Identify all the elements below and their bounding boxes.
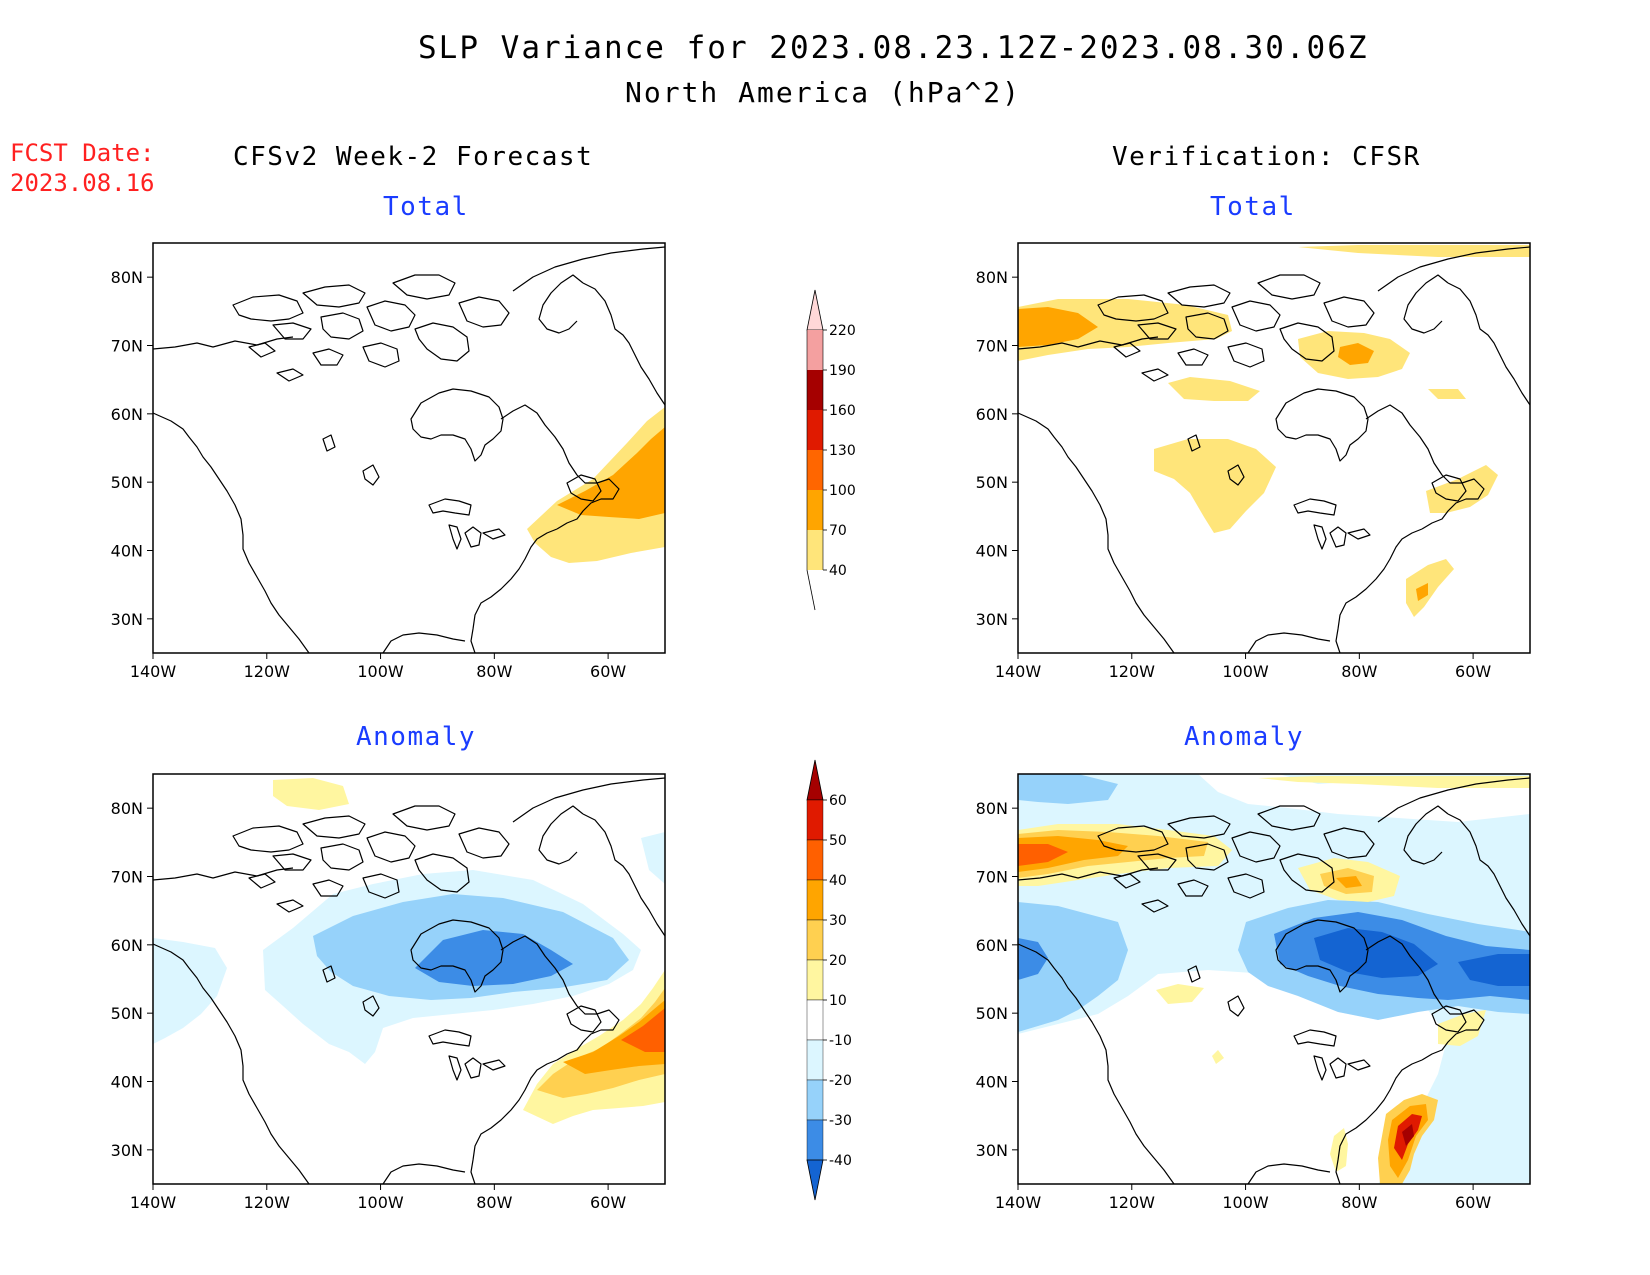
lat-tick-label: 50N <box>976 473 1008 492</box>
lat-tick-label: 60N <box>976 936 1008 955</box>
lon-tick-label: 60W <box>590 1193 626 1212</box>
colorbar-level-label: 40 <box>829 873 847 889</box>
colorbar-level-label: 70 <box>829 523 847 539</box>
lat-tick-label: 70N <box>976 337 1008 356</box>
forecast-column-heading: CFSv2 Week-2 Forecast <box>233 142 594 172</box>
colorbar-level-label: 60 <box>829 793 847 809</box>
colorbar-level-label: 220 <box>829 323 856 339</box>
colorbar-level-label: 50 <box>829 833 847 849</box>
colorbar-level-label: 30 <box>829 913 847 929</box>
lon-tick-label: 80W <box>1341 1193 1377 1212</box>
lat-tick-label: 30N <box>111 610 143 629</box>
forecast-anomaly-label: Anomaly <box>356 722 477 752</box>
colorbar-swatch <box>807 530 823 570</box>
total-colorbar: 40 70 100 130 160 190 220 <box>806 289 856 611</box>
colorbar-level-label: 190 <box>829 363 856 379</box>
verification-anomaly-label: Anomaly <box>1184 722 1305 752</box>
axes-layer: 140W 120W 100W 80W 60W 80N 70N 60N 50N 40N 30N 140W… <box>111 268 1492 1212</box>
lat-tick-label: 30N <box>976 610 1008 629</box>
colorbar-swatch <box>807 450 823 490</box>
colorbar-level-label: 10 <box>829 993 847 1009</box>
colorbar-swatch <box>806 879 824 921</box>
lat-tick-label: 80N <box>976 268 1008 287</box>
lon-tick-label: 80W <box>476 662 512 681</box>
lon-tick-label: 100W <box>1222 1193 1269 1212</box>
colorbar-top-triangle <box>806 759 824 801</box>
lat-tick-label: 70N <box>976 868 1008 887</box>
lat-tick-label: 70N <box>111 337 143 356</box>
verification-column-heading: Verification: CFSR <box>1112 142 1421 172</box>
colorbar-swatch <box>806 839 824 881</box>
colorbar-swatch <box>806 1039 824 1081</box>
lat-tick-label: 60N <box>976 405 1008 424</box>
lat-tick-label: 40N <box>976 1073 1008 1092</box>
lat-tick-label: 80N <box>976 799 1008 818</box>
lat-tick-label: 60N <box>111 405 143 424</box>
lat-tick-label: 60N <box>111 936 143 955</box>
colorbar-level-label: 160 <box>829 403 856 419</box>
colorbar-level-label: 20 <box>829 953 847 969</box>
lat-tick-label: 50N <box>111 1004 143 1023</box>
forecast-total-map <box>152 242 666 654</box>
lat-tick-label: 40N <box>976 542 1008 561</box>
lon-tick-label: 120W <box>1109 1193 1156 1212</box>
colorbar-level-label: -10 <box>829 1033 852 1049</box>
lon-tick-label: 100W <box>357 1193 404 1212</box>
colorbar-swatch <box>806 919 824 961</box>
lat-tick-label: 50N <box>111 473 143 492</box>
lat-tick-label: 70N <box>111 868 143 887</box>
colorbar-swatch <box>807 410 823 450</box>
colorbar-level-label: 130 <box>829 443 856 459</box>
colorbar-bottom-tail <box>806 569 816 611</box>
lon-tick-label: 120W <box>244 1193 291 1212</box>
forecast-total-label: Total <box>383 192 469 222</box>
verification-total-map <box>1017 242 1531 654</box>
lon-tick-label: 80W <box>476 1193 512 1212</box>
colorbar-swatch <box>807 490 823 530</box>
colorbar-bottom-triangle <box>806 1159 824 1201</box>
chart-subtitle: North America (hPa^2) <box>625 76 1022 109</box>
lon-tick-label: 80W <box>1341 662 1377 681</box>
chart-title: SLP Variance for 2023.08.23.12Z-2023.08.… <box>418 30 1369 66</box>
lat-tick-label: 40N <box>111 542 143 561</box>
lat-tick-label: 30N <box>976 1141 1008 1160</box>
lon-tick-label: 100W <box>1222 662 1269 681</box>
verification-total-label: Total <box>1210 192 1296 222</box>
colorbar-swatch <box>807 330 823 370</box>
lat-tick-label: 80N <box>111 268 143 287</box>
fcst-date-label: FCST Date: <box>10 139 155 167</box>
lon-tick-label: 60W <box>590 662 626 681</box>
colorbar-swatch <box>806 799 824 841</box>
lon-tick-label: 140W <box>130 662 177 681</box>
lon-tick-label: 140W <box>130 1193 177 1212</box>
lon-tick-label: 100W <box>357 662 404 681</box>
colorbar-swatch <box>807 370 823 410</box>
colorbar-level-label: -30 <box>829 1113 852 1129</box>
lon-tick-label: 120W <box>1109 662 1156 681</box>
lon-tick-label: 60W <box>1455 1193 1491 1212</box>
lat-tick-label: 50N <box>976 1004 1008 1023</box>
colorbar-top-triangle <box>806 289 824 331</box>
colorbar-swatch <box>806 1079 824 1121</box>
forecast-anomaly-map <box>152 773 666 1185</box>
lon-tick-label: 140W <box>995 1193 1042 1212</box>
fcst-date-value: 2023.08.16 <box>10 169 155 197</box>
anomaly-colorbar: -40 -30 -20 -10 10 20 30 40 50 60 <box>806 759 852 1201</box>
colorbar-swatch <box>806 1119 824 1161</box>
lat-tick-label: 40N <box>111 1073 143 1092</box>
colorbar-level-label: 40 <box>829 563 847 579</box>
lon-tick-label: 120W <box>244 662 291 681</box>
verification-anomaly-map <box>1017 773 1531 1185</box>
lat-tick-label: 30N <box>111 1141 143 1160</box>
colorbar-level-label: -20 <box>829 1073 852 1089</box>
lat-tick-label: 80N <box>111 799 143 818</box>
colorbar-level-label: -40 <box>829 1153 852 1169</box>
colorbar-swatch <box>806 959 824 1001</box>
lon-tick-label: 140W <box>995 662 1042 681</box>
colorbar-swatch <box>806 999 824 1041</box>
lon-tick-label: 60W <box>1455 662 1491 681</box>
colorbar-level-label: 100 <box>829 483 856 499</box>
